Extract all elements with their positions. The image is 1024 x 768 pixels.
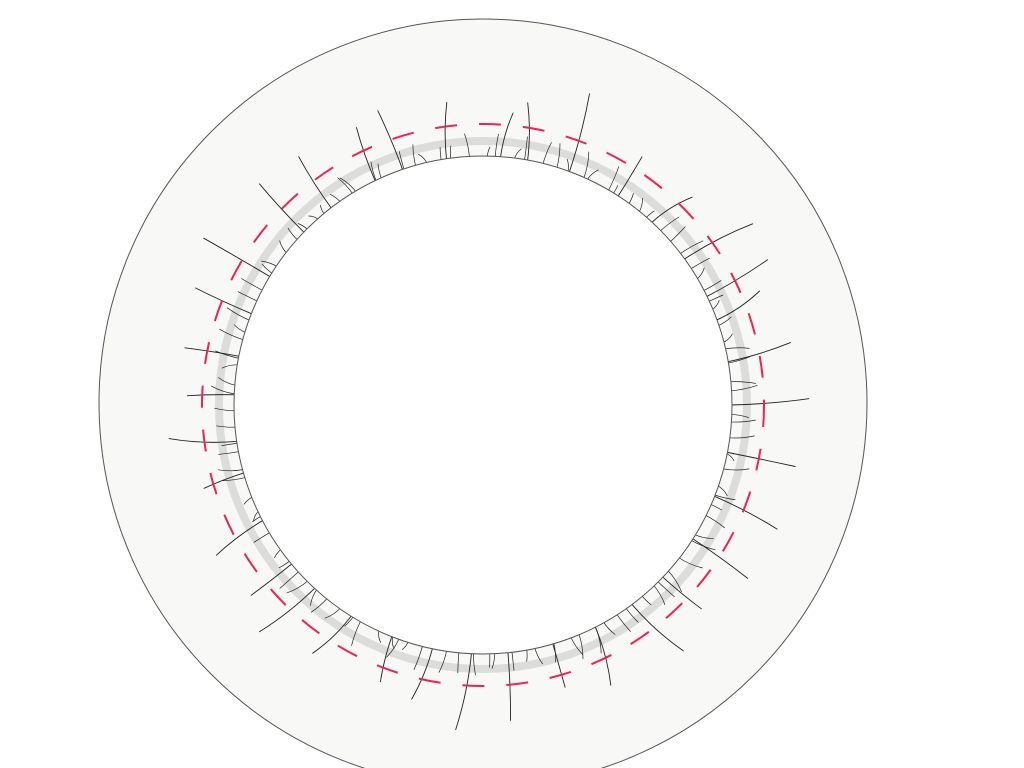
hair-stroke bbox=[507, 650, 511, 721]
hair-stroke bbox=[187, 394, 237, 397]
hair-stroke bbox=[356, 127, 377, 183]
hair-stroke bbox=[725, 451, 796, 467]
hair-stroke bbox=[714, 290, 761, 322]
hair-stroke bbox=[682, 223, 754, 261]
hair-stroke bbox=[444, 101, 448, 162]
hair-stroke bbox=[411, 646, 434, 700]
hair-stroke bbox=[298, 156, 333, 210]
hair-stroke bbox=[203, 237, 272, 278]
hair-stroke bbox=[203, 471, 246, 489]
hair-stroke bbox=[377, 110, 404, 172]
gray-band-ring bbox=[215, 137, 751, 673]
hair-stroke bbox=[526, 102, 530, 163]
hair-stroke bbox=[660, 575, 702, 610]
hair-stroke bbox=[568, 93, 590, 174]
hair-stroke bbox=[455, 651, 473, 731]
hair-stroke bbox=[259, 183, 306, 235]
hair-stroke bbox=[690, 537, 749, 579]
inner-white-circle bbox=[233, 155, 733, 655]
hair-stroke bbox=[184, 347, 242, 358]
hair-stroke bbox=[712, 495, 778, 530]
hair-stroke bbox=[630, 602, 684, 652]
hair-stroke bbox=[616, 156, 643, 199]
hair-stroke bbox=[551, 641, 566, 688]
hair-stroke bbox=[704, 259, 769, 298]
hair-stroke bbox=[379, 634, 393, 683]
hair-stroke bbox=[250, 562, 294, 596]
hair-stroke bbox=[215, 519, 265, 556]
hair-stroke bbox=[259, 586, 317, 633]
hair-stroke bbox=[312, 614, 353, 654]
hair-stroke bbox=[499, 112, 514, 160]
red-dashed-ring bbox=[201, 123, 765, 687]
hair-stroke bbox=[725, 342, 791, 363]
hair-stroke bbox=[195, 287, 254, 315]
hair-stroke bbox=[729, 398, 810, 406]
hair-stroke bbox=[650, 196, 693, 224]
